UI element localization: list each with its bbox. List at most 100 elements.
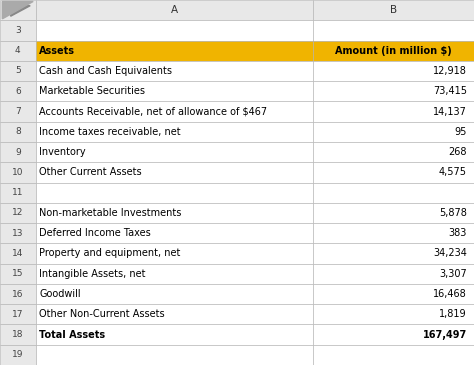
Bar xyxy=(36,284,313,304)
Text: 4: 4 xyxy=(15,46,20,55)
Bar xyxy=(0,61,36,81)
Bar xyxy=(313,264,474,284)
Bar xyxy=(36,304,313,324)
Text: 13: 13 xyxy=(12,229,24,238)
Text: 34,234: 34,234 xyxy=(433,249,467,258)
Bar xyxy=(0,162,36,182)
Bar xyxy=(313,345,474,365)
Bar xyxy=(36,243,313,264)
Bar xyxy=(36,101,313,122)
Bar xyxy=(36,61,313,81)
Bar xyxy=(313,284,474,304)
Bar xyxy=(313,61,474,81)
Text: 16,468: 16,468 xyxy=(433,289,467,299)
Text: 12,918: 12,918 xyxy=(433,66,467,76)
Bar xyxy=(0,223,36,243)
Text: 16: 16 xyxy=(12,289,24,299)
Text: 10: 10 xyxy=(12,168,24,177)
Bar xyxy=(0,304,36,324)
Text: 8: 8 xyxy=(15,127,21,136)
Bar xyxy=(36,122,313,142)
Text: 19: 19 xyxy=(12,350,24,360)
Bar xyxy=(313,142,474,162)
Text: 6: 6 xyxy=(15,87,21,96)
Text: Goodwill: Goodwill xyxy=(39,289,81,299)
Bar xyxy=(313,182,474,203)
Bar xyxy=(0,345,36,365)
Bar xyxy=(313,122,474,142)
Bar xyxy=(36,264,313,284)
Text: Assets: Assets xyxy=(39,46,75,56)
Bar xyxy=(0,142,36,162)
Bar xyxy=(36,142,313,162)
Text: Income taxes receivable, net: Income taxes receivable, net xyxy=(39,127,181,137)
Text: 167,497: 167,497 xyxy=(423,330,467,339)
Bar xyxy=(36,162,313,182)
Bar xyxy=(0,264,36,284)
Bar xyxy=(36,41,313,61)
Text: 15: 15 xyxy=(12,269,24,278)
Text: Property and equipment, net: Property and equipment, net xyxy=(39,249,181,258)
Text: 3: 3 xyxy=(15,26,21,35)
Text: 12: 12 xyxy=(12,208,23,218)
Bar xyxy=(313,20,474,41)
Text: 5: 5 xyxy=(15,66,21,76)
Bar xyxy=(0,324,36,345)
Bar xyxy=(36,20,313,41)
Bar xyxy=(313,304,474,324)
Bar xyxy=(36,81,313,101)
Text: Amount (in million $): Amount (in million $) xyxy=(335,46,452,56)
Bar xyxy=(0,182,36,203)
Text: Marketable Securities: Marketable Securities xyxy=(39,86,146,96)
Bar xyxy=(313,81,474,101)
Text: 18: 18 xyxy=(12,330,24,339)
Polygon shape xyxy=(2,1,33,19)
Polygon shape xyxy=(10,6,30,16)
Bar xyxy=(0,203,36,223)
Text: Intangible Assets, net: Intangible Assets, net xyxy=(39,269,146,279)
Text: Other Non-Current Assets: Other Non-Current Assets xyxy=(39,309,165,319)
Text: 383: 383 xyxy=(448,228,467,238)
Bar xyxy=(36,0,313,20)
Bar xyxy=(0,243,36,264)
Text: A: A xyxy=(171,5,178,15)
Text: 95: 95 xyxy=(455,127,467,137)
Text: 11: 11 xyxy=(12,188,24,197)
Bar xyxy=(36,203,313,223)
Bar xyxy=(313,0,474,20)
Bar xyxy=(313,41,474,61)
Bar xyxy=(36,182,313,203)
Bar xyxy=(0,81,36,101)
Bar xyxy=(0,0,36,20)
Bar xyxy=(0,122,36,142)
Text: 14,137: 14,137 xyxy=(433,107,467,116)
Bar xyxy=(0,41,36,61)
Text: 1,819: 1,819 xyxy=(439,309,467,319)
Bar xyxy=(0,20,36,41)
Text: Other Current Assets: Other Current Assets xyxy=(39,168,142,177)
Bar xyxy=(313,223,474,243)
Bar xyxy=(313,243,474,264)
Bar xyxy=(36,324,313,345)
Text: 7: 7 xyxy=(15,107,21,116)
Text: 3,307: 3,307 xyxy=(439,269,467,279)
Text: Inventory: Inventory xyxy=(39,147,86,157)
Text: 73,415: 73,415 xyxy=(433,86,467,96)
Text: 9: 9 xyxy=(15,147,21,157)
Bar xyxy=(313,162,474,182)
Text: 4,575: 4,575 xyxy=(439,168,467,177)
Text: Accounts Receivable, net of allowance of $467: Accounts Receivable, net of allowance of… xyxy=(39,107,267,116)
Text: 14: 14 xyxy=(12,249,23,258)
Bar xyxy=(313,203,474,223)
Text: 5,878: 5,878 xyxy=(439,208,467,218)
Text: 268: 268 xyxy=(448,147,467,157)
Bar xyxy=(0,284,36,304)
Bar xyxy=(0,101,36,122)
Text: B: B xyxy=(390,5,397,15)
Text: Total Assets: Total Assets xyxy=(39,330,106,339)
Bar xyxy=(313,101,474,122)
Bar xyxy=(313,324,474,345)
Bar xyxy=(36,345,313,365)
Bar xyxy=(36,223,313,243)
Text: 17: 17 xyxy=(12,310,24,319)
